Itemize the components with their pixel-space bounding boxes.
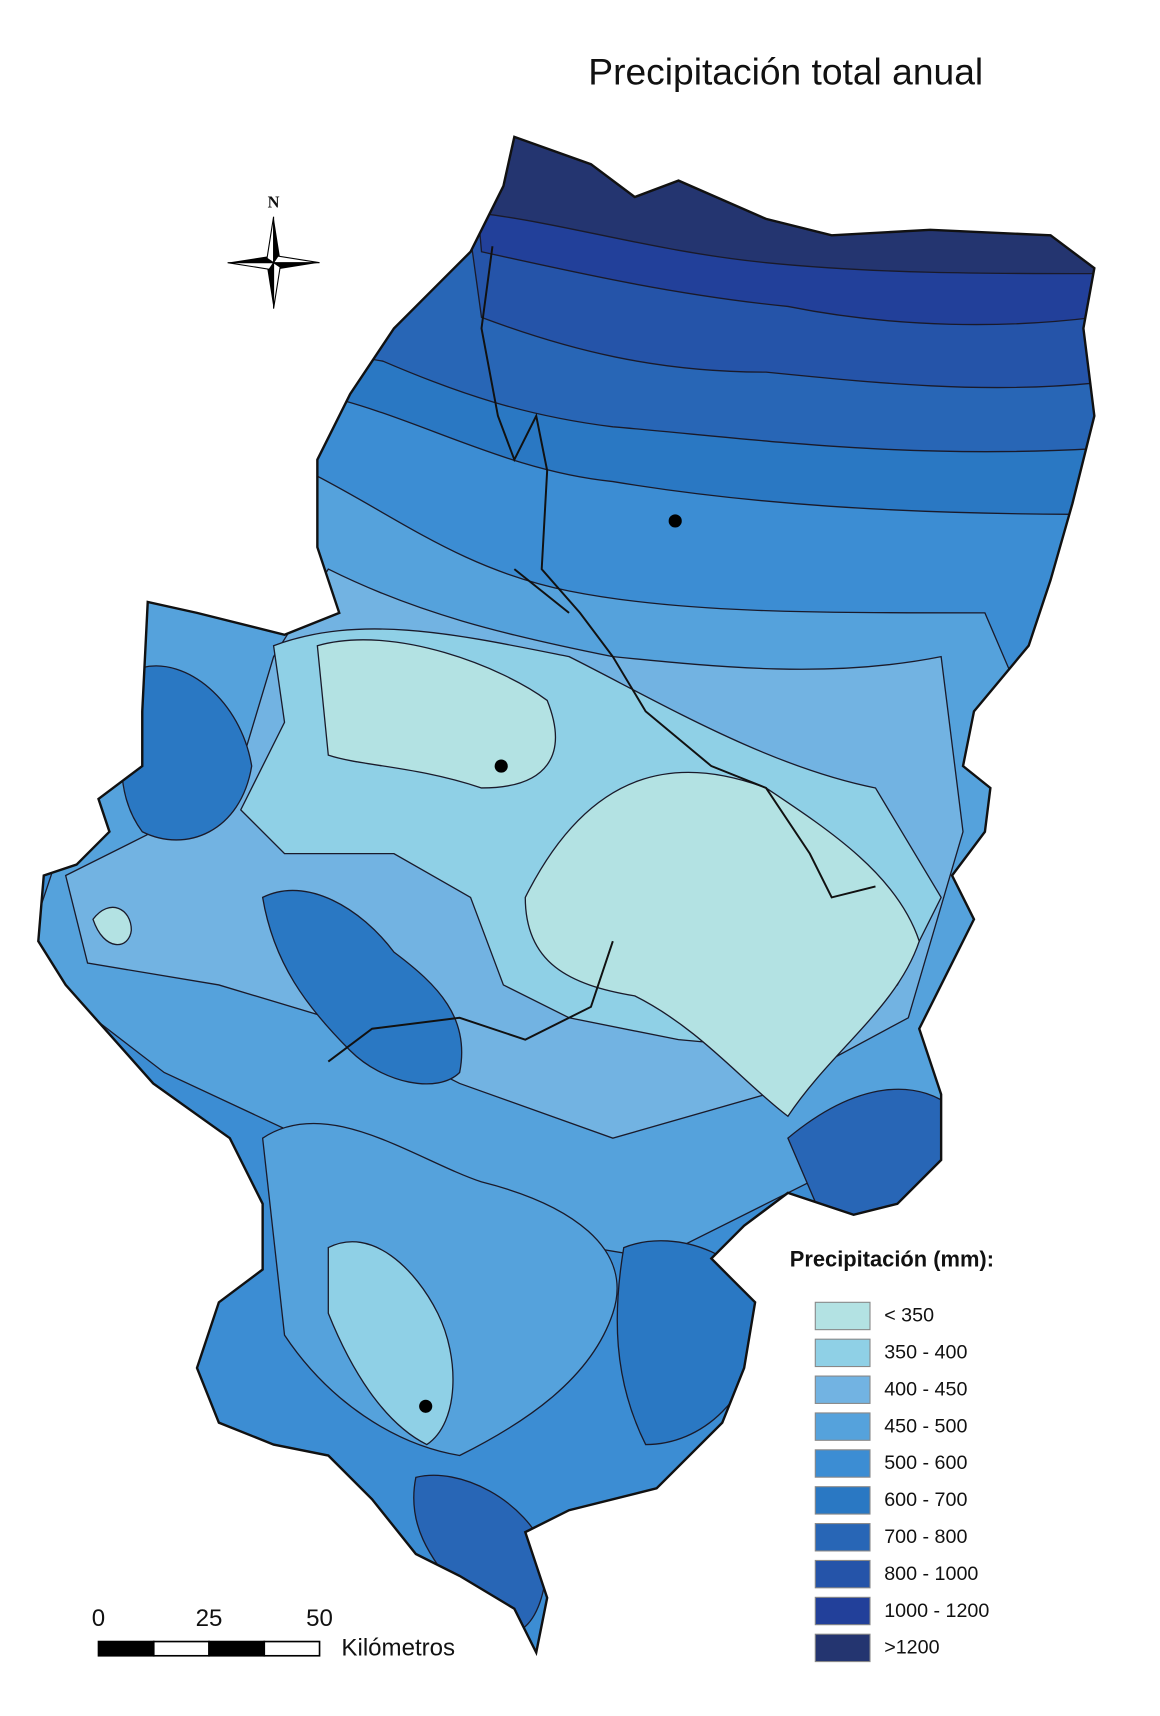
- legend-label: < 350: [884, 1305, 934, 1327]
- legend-label: 1000 - 1200: [884, 1600, 989, 1622]
- legend-label: 600 - 700: [884, 1489, 967, 1511]
- legend-swatch: [814, 1338, 871, 1368]
- legend-swatch: [814, 1375, 871, 1404]
- legend-label: 350 - 400: [884, 1342, 967, 1364]
- legend-label: 500 - 600: [884, 1452, 967, 1474]
- zone: [261, 1122, 618, 1457]
- legend-swatch: [814, 1596, 871, 1626]
- legend: Precipitación (mm): < 350 350 - 400 400 - …: [790, 1246, 994, 1663]
- scale-unit: Kilómetros: [341, 1635, 455, 1662]
- province-borders: [327, 246, 876, 1063]
- legend-swatch: [814, 1523, 871, 1552]
- scale-segment: [208, 1640, 266, 1657]
- legend-label: 400 - 450: [884, 1378, 967, 1400]
- legend-swatch: [814, 1449, 871, 1478]
- legend-label: >1200: [884, 1637, 939, 1659]
- zone: [92, 906, 132, 946]
- zone: [616, 1240, 767, 1446]
- city-marker: [668, 514, 682, 528]
- scale-segment: [152, 1640, 210, 1657]
- compass-label: N: [268, 192, 280, 211]
- zone: [261, 889, 463, 1085]
- legend-label: 450 - 500: [884, 1415, 967, 1437]
- legend-swatch: [814, 1486, 871, 1515]
- scale-bar: Kilómetros 0 25 50: [92, 1605, 455, 1662]
- scale-segment: [263, 1640, 321, 1657]
- scale-segment: [97, 1640, 155, 1657]
- compass: N: [227, 192, 320, 309]
- legend-swatch: [814, 1301, 871, 1331]
- city-marker: [494, 759, 508, 773]
- scale-label: 0: [92, 1605, 105, 1632]
- map-title: Precipitación total anual: [588, 50, 983, 92]
- legend-label: 700 - 800: [884, 1526, 967, 1548]
- legend-swatch: [814, 1633, 871, 1663]
- scale-label: 50: [306, 1605, 333, 1632]
- legend-swatch: [814, 1559, 871, 1589]
- zone: [327, 1241, 454, 1446]
- zone: [316, 639, 556, 789]
- legend-label: 800 - 1000: [884, 1563, 978, 1585]
- legend-swatch: [814, 1412, 871, 1441]
- city-marker: [419, 1399, 433, 1413]
- scale-label: 25: [196, 1605, 223, 1632]
- zone: [413, 1474, 548, 1634]
- legend-title: Precipitación (mm):: [790, 1246, 994, 1271]
- zone: [524, 771, 920, 1118]
